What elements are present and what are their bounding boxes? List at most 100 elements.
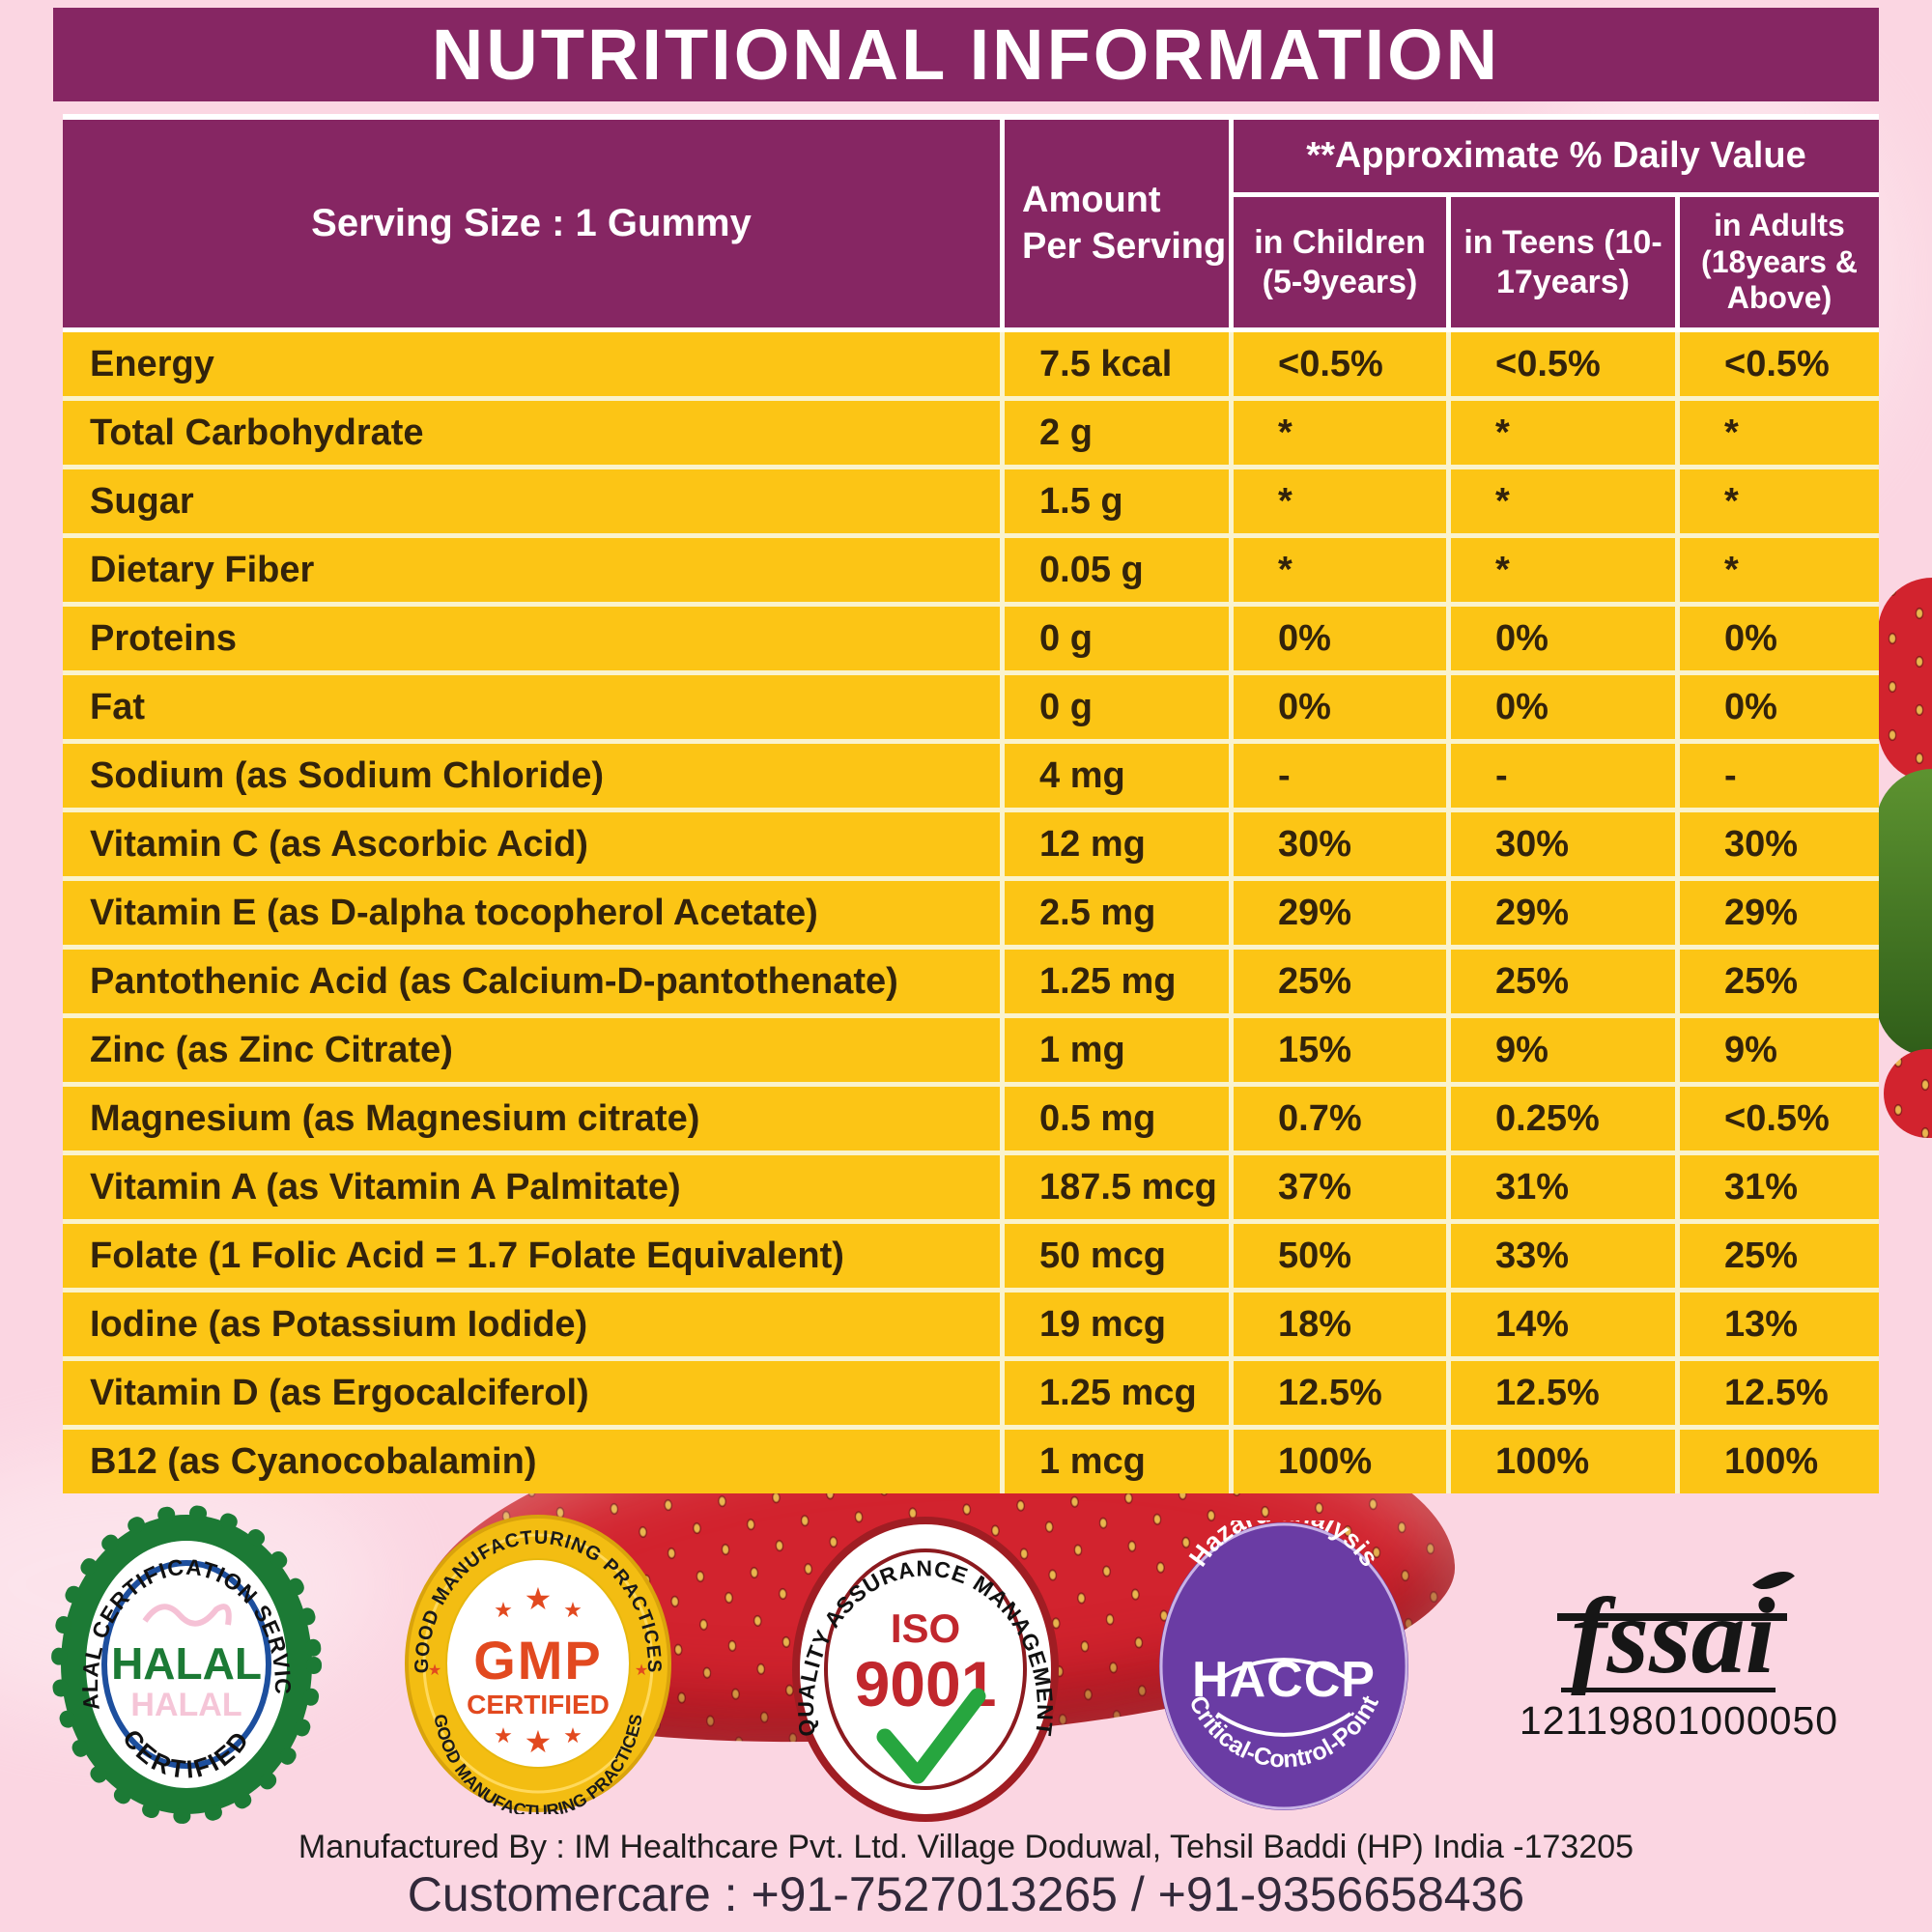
star-icon: ★ (428, 1662, 441, 1679)
adults-value-cell: <0.5% (1680, 1087, 1879, 1151)
teens-value-cell: - (1451, 744, 1675, 808)
star-icon: ★ (635, 1662, 648, 1679)
amount-cell: 50 mcg (1005, 1224, 1229, 1288)
fssai-underline (1561, 1687, 1776, 1692)
nutrient-name-cell: Vitamin C (as Ascorbic Acid) (63, 812, 1000, 876)
teens-value-cell: 31% (1451, 1155, 1675, 1219)
table-row: Pantothenic Acid (as Calcium-D-pantothen… (63, 950, 1879, 1013)
iso-text: ISO (891, 1605, 960, 1651)
children-value-cell: 37% (1234, 1155, 1446, 1219)
table-body: Energy 7.5 kcal <0.5% <0.5% <0.5% Total … (63, 332, 1879, 1493)
nutrient-name-cell: Magnesium (as Magnesium citrate) (63, 1087, 1000, 1151)
adults-value-cell: 0% (1680, 607, 1879, 670)
teens-value-cell: 0% (1451, 675, 1675, 739)
nutrient-name-cell: Vitamin A (as Vitamin A Palmitate) (63, 1155, 1000, 1219)
amount-cell: 0.5 mg (1005, 1087, 1229, 1151)
arc-decoration (1215, 1712, 1352, 1737)
table-row: Vitamin D (as Ergocalciferol) 1.25 mcg 1… (63, 1361, 1879, 1425)
nutrient-name-cell: Dietary Fiber (63, 538, 1000, 602)
adults-value-cell: <0.5% (1680, 332, 1879, 396)
adults-value-cell: 29% (1680, 881, 1879, 945)
teens-value-cell: * (1451, 469, 1675, 533)
children-value-cell: * (1234, 401, 1446, 465)
table-row: Total Carbohydrate 2 g * * * (63, 401, 1879, 465)
teens-value-cell: 9% (1451, 1018, 1675, 1082)
table-row: Vitamin C (as Ascorbic Acid) 12 mg 30% 3… (63, 812, 1879, 876)
table-row: Magnesium (as Magnesium citrate) 0.5 mg … (63, 1087, 1879, 1151)
amount-cell: 1 mcg (1005, 1430, 1229, 1493)
fssai-text: fssai (1571, 1577, 1776, 1696)
gmp-badge: GOOD MANUFACTURING PRACTICES GOOD MANUFA… (405, 1515, 671, 1814)
table-header: Serving Size : 1 Gummy Amount Per Servin… (63, 120, 1879, 327)
adults-value-cell: 25% (1680, 1224, 1879, 1288)
adults-value-cell: 12.5% (1680, 1361, 1879, 1425)
children-value-cell: - (1234, 744, 1446, 808)
amount-cell: 0 g (1005, 607, 1229, 670)
nutrient-name-cell: Folate (1 Folic Acid = 1.7 Folate Equiva… (63, 1224, 1000, 1288)
checkmark-icon (876, 1688, 986, 1784)
children-value-cell: 29% (1234, 881, 1446, 945)
fssai-wordmark: fssai (1557, 1560, 1801, 1696)
fssai-logo: fssai 12119801000050 (1495, 1560, 1862, 1744)
children-value-cell: 100% (1234, 1430, 1446, 1493)
table-row: Zinc (as Zinc Citrate) 1 mg 15% 9% 9% (63, 1018, 1879, 1082)
nutrient-name-cell: Sugar (63, 469, 1000, 533)
adults-value-cell: - (1680, 744, 1879, 808)
nutrient-name-cell: B12 (as Cyanocobalamin) (63, 1430, 1000, 1493)
haccp-badge: Hazard analysis HACCP Critical-Control-P… (1159, 1520, 1408, 1810)
iso-9001-badge: QUALITY ASSURANCE MANAGEMENT ISO 9001 (792, 1517, 1059, 1822)
amount-cell: 1.25 mg (1005, 950, 1229, 1013)
nutrient-name-cell: Total Carbohydrate (63, 401, 1000, 465)
nutrient-name-cell: Vitamin D (as Ergocalciferol) (63, 1361, 1000, 1425)
age-columns: in Children (5-9years) in Teens (10-17ye… (1234, 197, 1879, 327)
amount-cell: 0.05 g (1005, 538, 1229, 602)
adults-value-cell: 9% (1680, 1018, 1879, 1082)
amount-cell: 1 mg (1005, 1018, 1229, 1082)
teens-value-cell: 14% (1451, 1293, 1675, 1356)
table-row: Dietary Fiber 0.05 g * * * (63, 538, 1879, 602)
nutrient-name-cell: Fat (63, 675, 1000, 739)
customercare-line: Customercare : +91-7527013265 / +91-9356… (407, 1867, 1525, 1921)
teens-value-cell: <0.5% (1451, 332, 1675, 396)
nutrient-name-cell: Zinc (as Zinc Citrate) (63, 1018, 1000, 1082)
teens-value-cell: * (1451, 538, 1675, 602)
table-row: Sugar 1.5 g * * * (63, 469, 1879, 533)
halal-center-text: HALAL (111, 1638, 262, 1689)
nutrient-name-cell: Iodine (as Potassium Iodide) (63, 1293, 1000, 1356)
children-value-cell: 25% (1234, 950, 1446, 1013)
arabic-script-decoration (142, 1604, 232, 1627)
serving-size-header: Serving Size : 1 Gummy (63, 120, 1000, 327)
teens-value-cell: 12.5% (1451, 1361, 1675, 1425)
strawberry-image (1884, 1049, 1932, 1138)
adults-value-cell: 13% (1680, 1293, 1879, 1356)
children-value-cell: 50% (1234, 1224, 1446, 1288)
children-value-cell: * (1234, 469, 1446, 533)
page-title: NUTRITIONAL INFORMATION (431, 14, 1501, 95)
star-icon: ★ (494, 1723, 513, 1747)
adults-value-cell: * (1680, 401, 1879, 465)
teens-value-cell: 0.25% (1451, 1087, 1675, 1151)
daily-value-header: **Approximate % Daily Value (1234, 120, 1879, 192)
amount-cell: 0 g (1005, 675, 1229, 739)
table-row: Sodium (as Sodium Chloride) 4 mg - - - (63, 744, 1879, 808)
amount-cell: 12 mg (1005, 812, 1229, 876)
halal-badge: HALAL CERTIFICATION SERVICES HALAL HALAL… (50, 1503, 322, 1824)
table-row: Folate (1 Folic Acid = 1.7 Folate Equiva… (63, 1224, 1879, 1288)
adults-value-cell: 0% (1680, 675, 1879, 739)
children-value-cell: 18% (1234, 1293, 1446, 1356)
amount-cell: 1.5 g (1005, 469, 1229, 533)
table-row: Proteins 0 g 0% 0% 0% (63, 607, 1879, 670)
children-value-cell: 0.7% (1234, 1087, 1446, 1151)
gmp-certified-text: CERTIFIED (467, 1690, 610, 1719)
amount-cell: 1.25 mcg (1005, 1361, 1229, 1425)
nutrient-name-cell: Sodium (as Sodium Chloride) (63, 744, 1000, 808)
table-row: Vitamin E (as D-alpha tocopherol Acetate… (63, 881, 1879, 945)
teens-value-cell: 25% (1451, 950, 1675, 1013)
table-row: Iodine (as Potassium Iodide) 19 mcg 18% … (63, 1293, 1879, 1356)
teens-value-cell: * (1451, 401, 1675, 465)
star-icon: ★ (563, 1598, 582, 1622)
star-icon: ★ (525, 1581, 553, 1616)
leaf-image (1876, 769, 1932, 1057)
daily-value-header-group: **Approximate % Daily Value in Children … (1234, 120, 1879, 327)
